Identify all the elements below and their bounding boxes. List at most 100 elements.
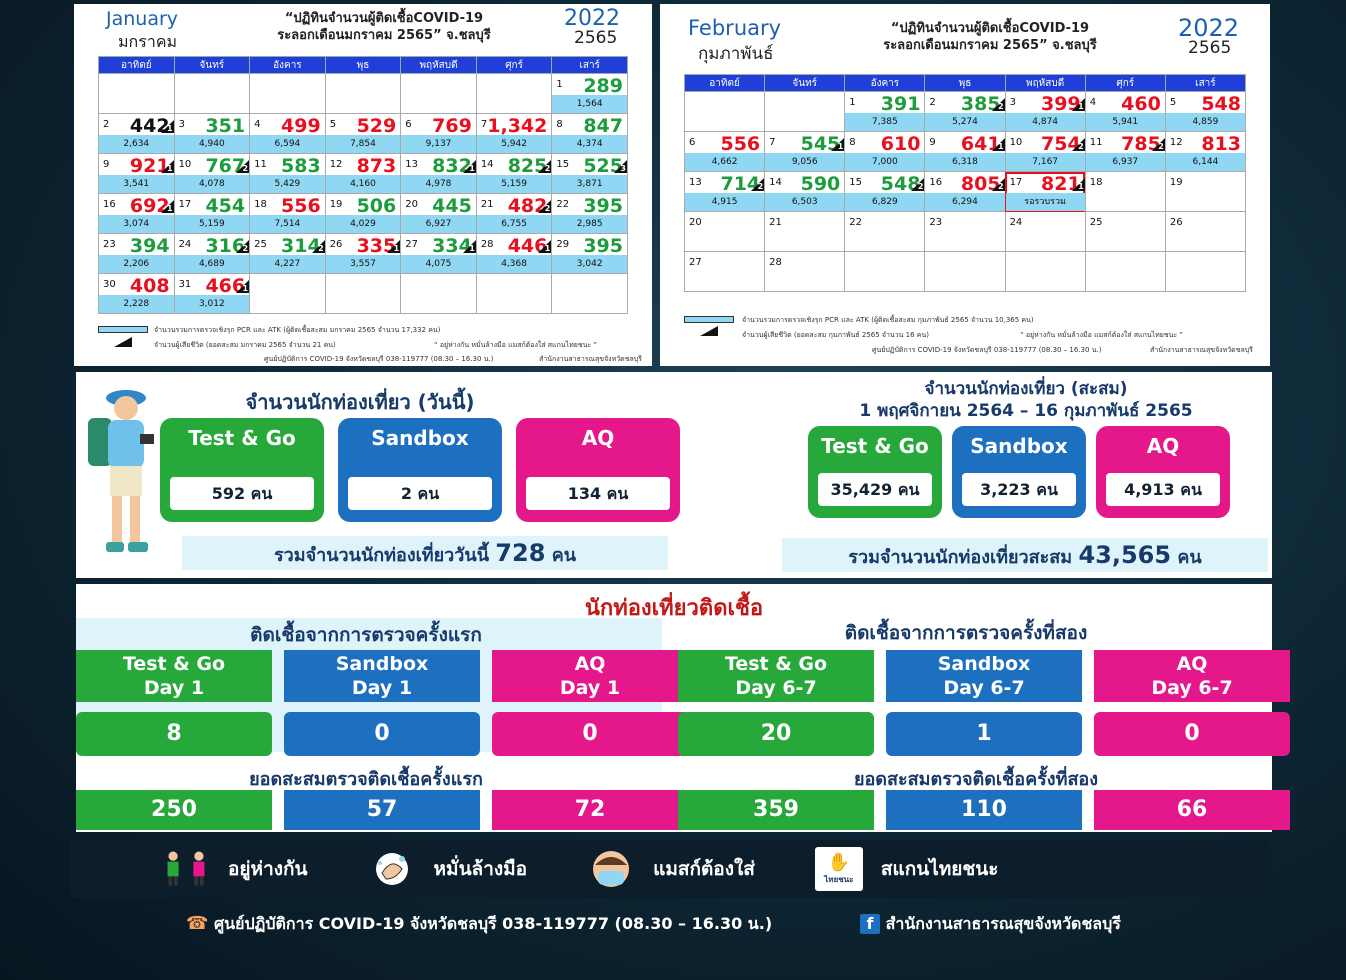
calendar-day-cell: 3 351 4,940 [173,113,251,154]
test-total: 3,541 [99,175,174,193]
death-marker-icon [462,160,476,173]
calendar-day-cell: 10 754 2 7,167 [1004,131,1086,172]
calendar-day-cell: 3 399 1 4,874 [1004,91,1086,132]
legend-triangle [114,337,132,347]
death-marker-icon [538,200,552,213]
tourist-card-green: Test & Go 35,429 คน [808,426,942,518]
card-value: 3,223 คน [962,473,1076,506]
calendar-day-cell: 18 [1084,171,1166,212]
case-count: 754 [1041,133,1081,155]
death-count: 1 [997,142,1004,151]
death-marker-icon [160,160,174,173]
day-number: 17 [178,199,192,210]
calendar-day-cell: 22 395 2,985 [551,193,628,234]
footer-office: f สำนักงานสาธารณสุขจังหวัดชลบุรี [860,912,1121,937]
january-calendar: January มกราคม “ปฏิทินจำนวนผู้ติดเชื้อCO… [74,4,652,366]
cumulative-summary: รวมจำนวนนักท่องเที่ยวสะสม 43,565 คน [782,538,1268,572]
day-number: 16 [929,177,943,188]
case-count: 714 [720,173,761,195]
day-number: 24 [178,239,192,250]
test-total: 4,160 [325,175,401,193]
day-number: 20 [689,217,702,228]
day-number: 27 [405,239,418,250]
day-number: 6 [689,137,696,148]
calendar-day-cell [475,273,553,314]
calendar-day-cell: 4 460 5,941 [1084,91,1166,132]
day-number: 28 [480,239,494,250]
infected-label-box: AQ Day 1 [492,650,688,702]
day-number: 18 [1089,177,1103,188]
test-total: 3,012 [174,295,250,313]
death-marker-icon [911,178,925,191]
calendar-day-cell: 20 445 6,927 [400,193,477,234]
measure-label: สแกนไทยชนะ [880,858,999,880]
measure-label: แมสก์ต้องใส่ [653,858,755,880]
death-marker-icon [236,160,250,173]
day-number: 10 [178,159,192,170]
death-count: 2 [1078,142,1084,151]
day-number: 16 [103,199,116,210]
test-total: 6,927 [401,215,476,233]
day-number: 8 [556,119,563,130]
box-line-2: Day 6-7 [943,677,1025,699]
cumulative-title: จำนวนนักท่องเที่ยว (สะสม) 1 พฤศจิกายน 25… [816,378,1236,422]
day-number: 10 [1009,137,1023,148]
card-value: 35,429 คน [818,473,932,506]
day-number: 21 [480,199,494,210]
box-line-2: Day 6-7 [1151,677,1233,699]
legend-note-tests: จำนวนรวมการตรวจเชิงรุก PCR และ ATK (ผู้ต… [154,326,441,334]
today-summary-label: รวมจำนวนนักท่องเที่ยววันนี้ [273,545,490,566]
test-total: 5,429 [250,175,325,193]
box-line-1: AQ [574,653,606,675]
day-number: 26 [329,239,343,250]
death-count: 2 [544,204,551,213]
death-count: 1 [393,244,400,253]
measure-mask: แมสก์ต้องใส่ [587,847,755,891]
box-line-1: Test & Go [724,653,828,675]
day-number: 22 [849,217,863,228]
case-count: 769 [432,115,472,137]
thaichana-icon-text: ไทยชนะ [824,874,854,884]
day-number: 18 [254,199,267,210]
death-marker-icon [831,138,845,151]
today-summary: รวมจำนวนนักท่องเที่ยววันนี้ 728 คน [182,536,668,570]
infected-cum-box: 57 [284,790,480,830]
box-line-1: AQ [1176,653,1208,675]
calendar-day-cell: 16 692 1 3,074 [98,193,175,234]
case-count: 395 [583,195,623,217]
case-count: 548 [1201,93,1241,115]
case-count: 385 [960,93,1001,115]
day-number: 8 [849,137,856,148]
calendar-day-cell: 17 454 5,159 [173,193,251,234]
death-count: 2 [242,164,249,173]
first-cum-title: ยอดสะสมตรวจติดเชื้อครั้งแรก [249,769,483,790]
death-count: 1 [837,142,844,151]
weekday-header: จันทร์ [764,74,846,92]
case-count: 482 [507,195,548,217]
death-count: 1 [1078,102,1084,111]
case-count: 641 [960,133,1001,155]
infected-value-box: 1 [886,712,1082,756]
infected-cum-box: 359 [678,790,874,830]
calendar-day-cell: 23 394 2,206 [98,233,175,274]
day-number: 14 [769,177,782,188]
cumulative-summary-value: 43,565 [1078,541,1172,569]
test-total: 7,167 [1005,153,1085,171]
today-title: จำนวนนักท่องเที่ยว (วันนี้) [245,390,475,414]
tourist-card-green: Test & Go 592 คน [160,418,324,522]
calendar-day-cell [475,73,553,114]
death-count: 2 [997,102,1004,111]
footer-office-text: สำนักงานสาธารณสุขจังหวัดชลบุรี [885,914,1121,933]
facebook-icon: f [860,914,880,934]
day-number: 15 [556,159,570,170]
day-number: 15 [849,177,863,188]
case-count: 590 [800,173,841,195]
test-total: 7,514 [250,215,325,233]
legend-center: ศูนย์ปฏิบัติการ COVID-19 จังหวัดชลบุรี 0… [872,346,1102,354]
handwash-icon [368,847,416,891]
calendar-day-cell [764,91,846,132]
calendar-day-cell: 24 [1004,211,1086,252]
death-marker-icon [1071,98,1085,111]
case-count: 921 [129,155,170,177]
day-number: 4 [1089,97,1097,108]
